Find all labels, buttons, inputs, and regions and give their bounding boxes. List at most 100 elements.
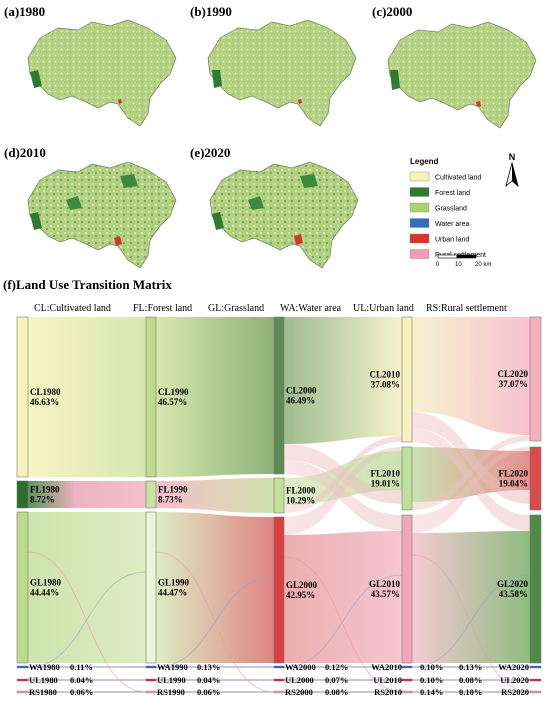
sankey-flow-line (155, 576, 275, 668)
sankey-node-small (529, 678, 542, 682)
legend-swatch (409, 218, 430, 228)
node-label-value: 46.57% (158, 397, 187, 407)
legend-swatch (409, 202, 430, 213)
legend-label: Water area (435, 221, 469, 228)
node-label-name: CL2020 (497, 369, 528, 379)
sankey-node-small (529, 665, 542, 669)
sankey-node-cl (273, 316, 285, 475)
node-label-name: CL1980 (30, 387, 61, 397)
sankey-node-small (16, 690, 29, 694)
node-label-name: GL2010 (369, 579, 401, 589)
node-label-name: FL2020 (498, 469, 528, 479)
forest-patch (300, 174, 318, 188)
region-shape (209, 161, 359, 269)
sankey-flow (284, 317, 402, 444)
node-label-name: UL2010 (373, 675, 402, 685)
node-label-value: 0.12% (325, 662, 348, 672)
forest-patch (30, 212, 42, 230)
sankey-flow-line (411, 574, 531, 668)
sankey-flow (284, 436, 402, 513)
panel-label: (c)2000 (372, 4, 412, 19)
sankey-flow (284, 531, 402, 663)
node-label-name: CL2000 (286, 386, 317, 396)
category-labels: CL:Cultivated land FL:Forest land GL:Gra… (34, 303, 507, 314)
node-label-name: UL1980 (29, 675, 58, 685)
sankey-flow-line (27, 571, 147, 668)
node-label-name: UL1990 (157, 675, 186, 685)
sankey-node-cl (145, 316, 157, 478)
node-label-name: WA2010 (371, 662, 402, 672)
scale-bar: 0 10 20 km (436, 254, 491, 268)
sankey-flow-line (283, 574, 403, 668)
forest-patch (212, 70, 222, 88)
urban-patch (114, 236, 122, 246)
node-label-value: 19.04% (499, 479, 528, 489)
node-label-name: RS1980 (29, 687, 57, 697)
node-label-value: 0.06% (197, 687, 220, 697)
node-label-value: 0.14% (420, 687, 443, 697)
node-label-name: WA1980 (29, 662, 60, 672)
sankey-flow (412, 435, 530, 510)
node-label-value: 43.57% (371, 589, 400, 599)
sankey-flow (284, 447, 402, 535)
legend-label: Cultivated land (435, 175, 481, 182)
sankey-flow (412, 412, 530, 504)
sankey-flow-line (283, 556, 403, 693)
node-label-name: FL2010 (370, 469, 400, 479)
legend-label: Forest land (435, 190, 470, 197)
sankey-flow-line (411, 554, 531, 693)
panel-label: (b)1990 (190, 4, 232, 19)
sankey-flow (412, 531, 530, 663)
forest-patch (390, 70, 400, 90)
category-label: WA:Water area (280, 303, 342, 314)
sankey-flow (156, 478, 274, 513)
node-label-name: WA2000 (285, 662, 316, 672)
node-label-name: FL1980 (30, 485, 60, 495)
node-label-value: 0.10% (420, 675, 443, 685)
legend-items: Cultivated land Forest land Grassland Water… (409, 171, 486, 259)
sankey-node-small (145, 690, 157, 694)
node-label-value: 0.07% (325, 675, 348, 685)
scale-label-10: 10 (455, 262, 462, 268)
sankey-node-fl (529, 446, 542, 511)
category-label: RS:Rural settlement (426, 303, 507, 314)
forest-patch (248, 196, 264, 210)
node-label-name: UL2020 (500, 675, 529, 685)
legend-swatch (409, 233, 430, 244)
node-label-name: GL1990 (158, 578, 190, 588)
sankey-node-small (401, 678, 413, 682)
sankey-node-cl (529, 316, 542, 442)
forest-patch (66, 196, 82, 210)
node-label-value: 0.11% (70, 662, 93, 672)
node-label-value: 44.44% (30, 588, 59, 598)
sankey-node-small (145, 665, 157, 669)
node-label-value: 37.08% (371, 380, 400, 390)
region-shape (27, 19, 177, 127)
node-label-name: GL1980 (30, 578, 62, 588)
scale-label-0: 0 (436, 262, 440, 268)
node-label-name: FL1990 (158, 485, 188, 495)
sankey-node-gl (16, 511, 29, 664)
legend-swatch (409, 249, 430, 259)
node-label-value: 0.04% (70, 675, 93, 685)
node-label-value: 46.49% (286, 396, 315, 406)
map-panel-1980: (a)1980 (4, 4, 177, 127)
map-panel-1990: (b)1990 (190, 4, 357, 127)
node-label-name: FL2000 (286, 486, 316, 496)
matrix-title: (f)Land Use Transition Matrix (3, 277, 172, 292)
legend-label: Urban land (435, 237, 469, 244)
urban-patch (298, 99, 302, 104)
sankey-node-small (273, 678, 285, 682)
node-label-value: 0.10% (420, 662, 443, 672)
node-label-value: 0.08% (325, 687, 348, 697)
sankey-node-gl (529, 514, 542, 664)
node-label-name: WA2020 (498, 662, 529, 672)
region-shape (387, 21, 537, 129)
urban-patch (118, 99, 122, 104)
region-shape (207, 19, 357, 127)
sankey-flow (156, 317, 274, 477)
legend-swatch (409, 187, 430, 197)
category-label: CL:Cultivated land (34, 303, 111, 314)
sankey-node-gl (401, 514, 413, 664)
